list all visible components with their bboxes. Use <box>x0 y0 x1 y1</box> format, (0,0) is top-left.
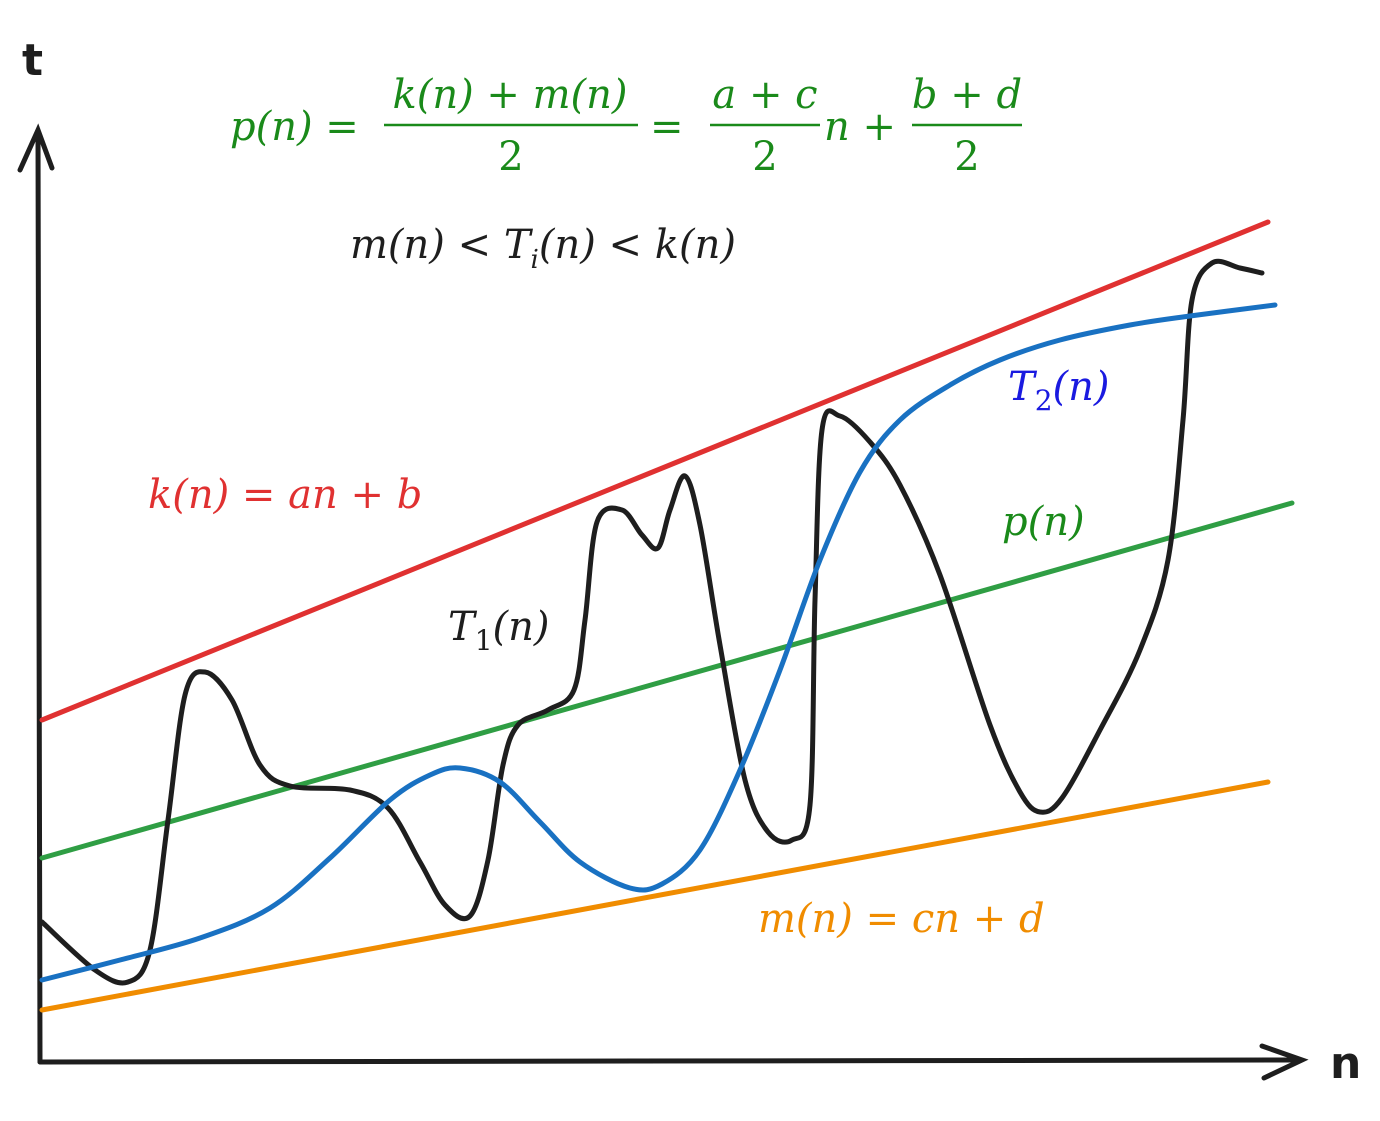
t2-rest: (n) <box>1053 364 1110 410</box>
x-axis <box>37 1043 1309 1081</box>
axes <box>17 123 1309 1081</box>
subscript: i <box>531 245 539 275</box>
formula: p(n) = k(n) + m(n) 2 = a + c 2 n + b + d… <box>230 72 1022 180</box>
fraction-denominator: 2 <box>498 134 523 180</box>
p-label: p(n) <box>1002 499 1085 545</box>
subscript: 2 <box>1035 384 1053 417</box>
fraction-numerator: a + c <box>712 72 817 118</box>
t2-main: T <box>1008 364 1038 410</box>
inequality: m(n) < Ti(n) < k(n) <box>350 222 736 275</box>
fraction-numerator: b + d <box>912 72 1022 118</box>
formula-lhs: p(n) = <box>230 104 359 150</box>
t1-label: T1(n) <box>448 604 550 657</box>
t2-curve <box>39 302 1278 983</box>
t1-curve <box>39 258 1265 986</box>
k-label: k(n) = an + b <box>148 472 422 518</box>
fraction-denominator: 2 <box>752 134 777 180</box>
m-line <box>39 779 1271 1013</box>
fraction-numerator: k(n) + m(n) <box>392 72 627 118</box>
inequality-left: m(n) < T <box>350 222 534 268</box>
subscript: 1 <box>475 624 493 657</box>
fraction-denominator: 2 <box>954 134 979 180</box>
y-axis-label: t <box>22 35 43 86</box>
m-label: m(n) = cn + d <box>758 896 1045 942</box>
t1-rest: (n) <box>493 604 550 650</box>
x-axis-label: n <box>1330 1038 1361 1089</box>
k-line <box>39 219 1271 723</box>
inequality-right: (n) < k(n) <box>539 222 736 268</box>
p-line <box>39 500 1295 861</box>
t2-label: T2(n) <box>1008 364 1110 417</box>
y-axis <box>17 123 55 1065</box>
equals: = <box>650 104 684 150</box>
t1-main: T <box>448 604 478 650</box>
formula-mid: n + <box>824 104 896 150</box>
